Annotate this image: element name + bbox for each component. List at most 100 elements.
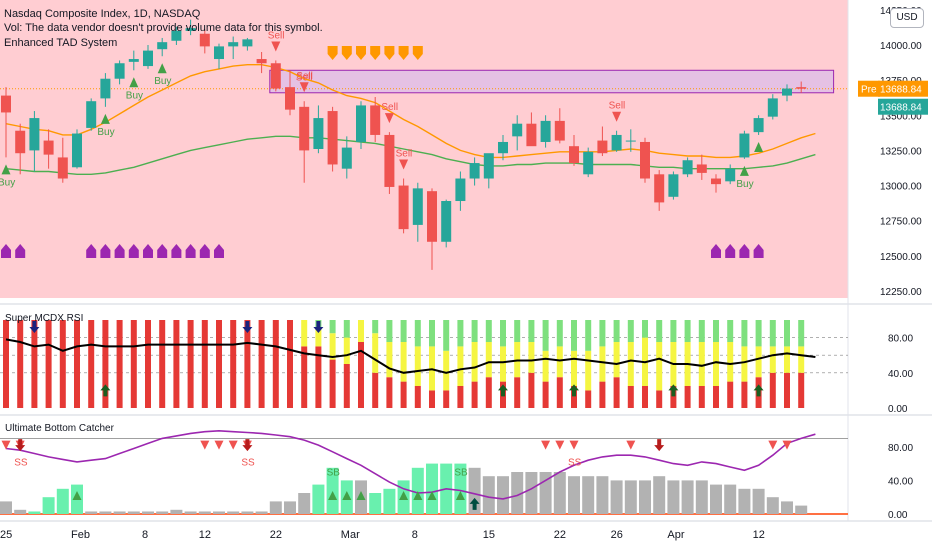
rsi-down-arrow <box>29 321 40 334</box>
rsi-bar-23 <box>329 320 336 408</box>
pre-value-badge <box>878 80 928 97</box>
ubc-sb-label: SB <box>454 467 468 478</box>
rsi-bar-segment <box>414 386 421 408</box>
ubc-sell-marker <box>228 440 238 450</box>
rsi-bar-49 <box>698 320 705 408</box>
rsi-bar-segment <box>244 320 251 408</box>
ubc-bar <box>624 480 637 514</box>
rsi-bar-16 <box>230 320 237 408</box>
ubc-bar <box>28 511 41 514</box>
candle-14 <box>199 29 210 54</box>
rsi-bar-40 <box>571 320 577 408</box>
rsi-bar-segment <box>500 320 506 347</box>
rsi-pane-title[interactable]: Super MCDX RSI <box>5 313 84 324</box>
candle-7 <box>100 73 111 107</box>
candle-51 <box>725 164 736 185</box>
rsi-down-arrow <box>242 321 253 334</box>
indicator-legend[interactable]: Enhanced TAD System <box>4 37 118 49</box>
rsi-bar-segment <box>698 386 705 408</box>
candle-13 <box>185 19 196 36</box>
candle-12 <box>171 26 182 45</box>
ubc-bar <box>198 511 211 514</box>
rsi-bar-55 <box>784 320 790 408</box>
rsi-bar-segment <box>358 320 364 342</box>
sell-signal-marker <box>384 113 394 124</box>
rsi-bar-51 <box>727 320 734 408</box>
rsi-bar-0 <box>3 320 9 408</box>
rsi-bar-segment <box>343 320 350 338</box>
ubc-bar <box>42 497 55 514</box>
candle-body <box>796 87 807 89</box>
rsi-bar-17 <box>244 320 251 408</box>
price-tick-label: 12500.00 <box>880 252 922 263</box>
orange-marker <box>370 46 381 60</box>
ubc-bar <box>568 476 580 514</box>
rsi-bar-segment <box>599 346 606 382</box>
time-axis-label: 26 <box>611 529 623 541</box>
candle-body <box>228 42 239 47</box>
ubc-bar <box>596 476 609 514</box>
rsi-bar-segment <box>528 320 535 342</box>
candle-body <box>554 120 565 141</box>
candle-body <box>171 30 182 41</box>
candle-10 <box>143 44 153 69</box>
rsi-bar-segment <box>542 350 549 382</box>
rsi-bar-segment <box>329 320 336 334</box>
rsi-bar-segment <box>556 346 563 378</box>
rsi-down-arrow-shape <box>242 321 253 334</box>
candle-11 <box>157 37 168 57</box>
candle-body <box>696 164 707 173</box>
rsi-bar-segment <box>329 359 336 408</box>
rsi-bar-segment <box>784 372 790 408</box>
rsi-bar-segment <box>741 381 748 408</box>
sell-signal-marker <box>271 41 281 52</box>
candle-body <box>540 120 551 142</box>
buy-signal-label: Buy <box>154 76 171 87</box>
candle-body <box>611 134 622 151</box>
rsi-bar-segment <box>372 320 379 334</box>
candle-body <box>157 42 168 50</box>
ubc-ss-label: SS <box>241 457 255 468</box>
last-price-badge <box>878 98 928 115</box>
rsi-bar-segment <box>627 320 634 342</box>
rsi-bar-segment <box>3 320 9 408</box>
ubc-sell-marker <box>569 440 579 450</box>
rsi-bar-segment <box>542 381 549 408</box>
price-tick-label: 12750.00 <box>880 217 922 228</box>
rsi-bar-38 <box>542 320 549 408</box>
candle-1 <box>15 123 26 175</box>
price-tick-label: 12250.00 <box>880 287 922 298</box>
rsi-bar-segment <box>145 320 151 408</box>
rsi-bar-segment <box>798 320 805 347</box>
candle-body <box>384 134 395 187</box>
ubc-down-arrow-shape <box>15 439 26 452</box>
rsi-bar-segment <box>613 377 620 408</box>
ubc-buy-marker <box>413 491 423 501</box>
rsi-bar-segment <box>670 386 677 408</box>
rsi-bar-segment <box>301 346 308 408</box>
ubc-bar <box>99 511 112 514</box>
candle-37 <box>526 112 537 147</box>
rsi-bar-segment <box>485 377 492 408</box>
rsi-bar-36 <box>514 320 521 408</box>
rsi-bar-segment <box>343 337 350 364</box>
ubc-pane-title[interactable]: Ultimate Bottom Catcher <box>5 423 114 434</box>
rsi-bar-segment <box>627 386 634 408</box>
purple-marker <box>157 244 168 258</box>
candle-body <box>270 63 281 89</box>
purple-marker <box>711 244 721 258</box>
ubc-buy-marker <box>328 491 338 501</box>
candle-body <box>526 123 537 147</box>
currency-button[interactable]: USD <box>890 8 924 28</box>
rsi-bar-segment <box>443 320 450 351</box>
rsi-bar-46 <box>656 320 663 408</box>
rsi-tick-label: 0.00 <box>888 404 908 415</box>
candle-body <box>299 106 310 151</box>
rsi-bar-14 <box>201 320 208 408</box>
candle-body <box>625 140 636 142</box>
candle-25 <box>356 101 366 149</box>
sell-signal-label: Sell <box>296 71 313 82</box>
time-axis-label: 12 <box>753 529 765 541</box>
